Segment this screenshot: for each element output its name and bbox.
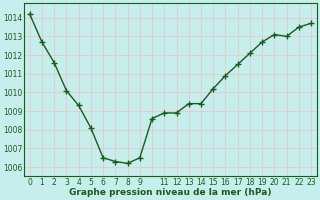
X-axis label: Graphe pression niveau de la mer (hPa): Graphe pression niveau de la mer (hPa) xyxy=(69,188,272,197)
